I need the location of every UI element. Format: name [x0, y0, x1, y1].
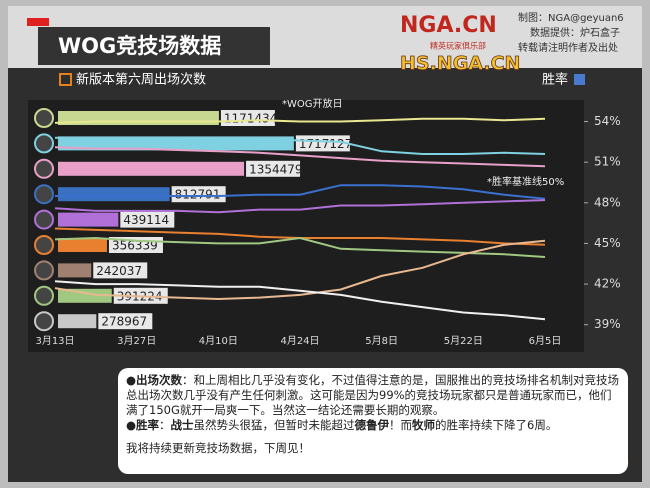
note-text: 的胜率持续下降了6周。	[435, 418, 558, 432]
closing: 我将持续更新竞技场数据，下周见！	[126, 441, 310, 455]
bar	[58, 288, 112, 303]
label-bg	[120, 211, 175, 228]
bar	[58, 238, 107, 252]
note: ●胜率：战士虽然势头很猛，但暂时未能超过德鲁伊！而牧师的胜率持续下降了6周。	[126, 418, 558, 432]
class-icon	[34, 285, 54, 306]
class-icon	[34, 260, 54, 281]
x-tick-label: 3月27日	[117, 335, 156, 347]
y-tick-label: 39%	[594, 317, 621, 331]
note-text: ！而	[389, 418, 413, 432]
credit: 数据提供：炉石盒子	[530, 26, 620, 39]
annotation: *胜率基准线50%	[487, 175, 564, 188]
y-tick-label: 42%	[594, 277, 621, 291]
credit: 转载请注明作者及出处	[518, 41, 618, 54]
note-label: 胜率	[136, 418, 160, 432]
class-icon	[34, 108, 54, 128]
class-icon	[34, 158, 54, 179]
title: WOG竞技场数据	[58, 34, 221, 58]
value-label: 242037	[96, 264, 142, 278]
label-bg	[295, 135, 350, 152]
line	[55, 136, 546, 155]
annotation: *WOG开放日	[282, 97, 343, 110]
label-bg	[98, 313, 153, 330]
bar	[58, 263, 92, 278]
bar	[58, 314, 97, 329]
bar	[58, 161, 245, 176]
accent	[27, 18, 49, 26]
legend-label: 胜率	[542, 72, 568, 88]
line	[54, 199, 546, 214]
note-text: 牧师	[412, 418, 436, 432]
x-tick-label: 5月22日	[444, 335, 483, 347]
note-text: ：	[159, 418, 171, 432]
value-label: 1717127	[299, 137, 352, 151]
class-icon	[34, 133, 54, 154]
class-icon	[34, 209, 54, 230]
credit: 制图：NGA@geyuan6	[518, 11, 624, 24]
note-text: 德鲁伊	[354, 418, 390, 432]
label-bg	[93, 262, 148, 279]
x-tick-label: 6月5日	[529, 335, 562, 347]
value-label: 1171434	[224, 112, 277, 126]
notes: ●出场次数：和上周相比几乎没有变化，不过值得注意的是，国服推出的竞技场排名机制对…	[118, 368, 628, 474]
label-bg	[220, 110, 275, 126]
y-tick-label: 54%	[594, 114, 621, 128]
site: HS.NGA.CN	[400, 53, 520, 75]
line	[54, 236, 546, 258]
value-label: 439114	[123, 213, 169, 227]
note-label: 出场次数	[136, 373, 183, 387]
line	[54, 117, 546, 124]
line	[54, 146, 546, 168]
title-box	[38, 27, 270, 65]
note-text: ：和上周相比几乎没有变化，不过值得注意的是，国服推出的竞技场排名机制对竞技场总出…	[126, 373, 620, 417]
label-bg	[246, 160, 301, 177]
note: ●出场次数：和上周相比几乎没有变化，不过值得注意的是，国服推出的竞技场排名机制对…	[126, 373, 620, 417]
note-text: 战士	[170, 418, 194, 432]
line	[55, 184, 546, 200]
logo-sub: 精英玩家俱乐部	[430, 41, 486, 51]
line	[54, 239, 546, 301]
legend-swatch	[59, 73, 72, 86]
class-icon	[34, 184, 54, 205]
x-tick-label: 5月8日	[365, 335, 398, 347]
y-tick-label: 45%	[594, 236, 621, 250]
note-text: 虽然势头很猛，但暂时未能超过	[193, 418, 355, 432]
value-label: 812791	[175, 188, 221, 202]
value-label: 1354479	[249, 162, 302, 176]
x-tick-label: 4月10日	[199, 335, 238, 347]
y-tick-label: 51%	[594, 155, 621, 169]
x-tick-label: 3月13日	[35, 335, 74, 347]
legend-swatch	[574, 74, 585, 85]
y-tick-label: 48%	[594, 195, 621, 209]
line	[54, 280, 546, 321]
bar	[58, 212, 119, 227]
bar	[58, 187, 170, 202]
x-tick-label: 4月24日	[280, 335, 319, 347]
value-label: 278967	[101, 315, 147, 329]
legend-label: 新版本第六周出场次数	[76, 72, 206, 88]
class-icon	[34, 235, 54, 255]
class-icon	[34, 311, 54, 332]
label-bg	[171, 186, 226, 203]
logo: NGA.CN	[400, 13, 497, 38]
